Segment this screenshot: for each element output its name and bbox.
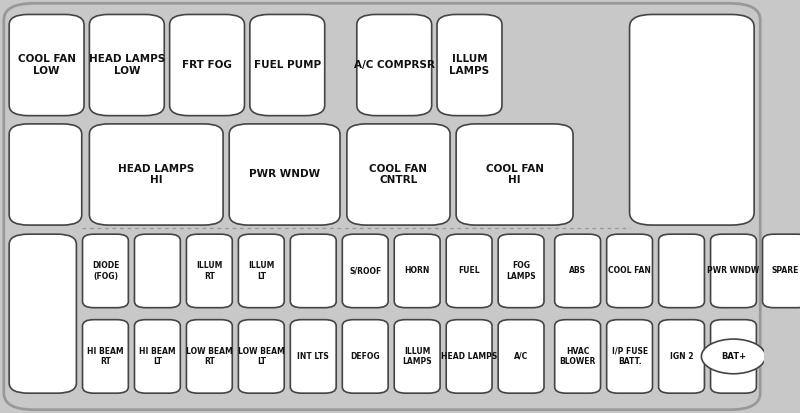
- FancyBboxPatch shape: [170, 14, 245, 116]
- FancyBboxPatch shape: [394, 234, 440, 308]
- FancyBboxPatch shape: [394, 320, 440, 393]
- Text: COOL FAN: COOL FAN: [608, 266, 651, 275]
- Text: ILLUM
LAMPS: ILLUM LAMPS: [450, 54, 490, 76]
- FancyBboxPatch shape: [82, 320, 128, 393]
- Text: IGN 1: IGN 1: [722, 352, 746, 361]
- FancyBboxPatch shape: [186, 320, 232, 393]
- Text: A/C COMPRSR: A/C COMPRSR: [354, 60, 434, 70]
- FancyBboxPatch shape: [710, 234, 756, 308]
- Text: COOL FAN
HI: COOL FAN HI: [486, 164, 543, 185]
- Text: HEAD LAMPS
HI: HEAD LAMPS HI: [118, 164, 194, 185]
- FancyBboxPatch shape: [710, 320, 756, 393]
- FancyBboxPatch shape: [554, 320, 601, 393]
- Text: HEAD LAMPS: HEAD LAMPS: [441, 352, 498, 361]
- FancyBboxPatch shape: [347, 124, 450, 225]
- FancyBboxPatch shape: [290, 320, 336, 393]
- FancyBboxPatch shape: [446, 234, 492, 308]
- FancyBboxPatch shape: [357, 14, 432, 116]
- FancyBboxPatch shape: [134, 234, 180, 308]
- Text: DIODE
(FOG): DIODE (FOG): [92, 261, 119, 280]
- Text: FUEL: FUEL: [458, 266, 480, 275]
- Text: SPARE: SPARE: [772, 266, 799, 275]
- FancyBboxPatch shape: [134, 320, 180, 393]
- FancyBboxPatch shape: [90, 124, 223, 225]
- FancyBboxPatch shape: [658, 320, 705, 393]
- FancyBboxPatch shape: [186, 234, 232, 308]
- Text: IGN 2: IGN 2: [670, 352, 694, 361]
- Circle shape: [702, 339, 766, 374]
- FancyBboxPatch shape: [498, 234, 544, 308]
- Text: ILLUM
LT: ILLUM LT: [248, 261, 274, 280]
- FancyBboxPatch shape: [250, 14, 325, 116]
- FancyBboxPatch shape: [762, 234, 800, 308]
- Text: FRT FOG: FRT FOG: [182, 60, 232, 70]
- FancyBboxPatch shape: [9, 234, 77, 393]
- FancyBboxPatch shape: [446, 320, 492, 393]
- Text: S/ROOF: S/ROOF: [349, 266, 382, 275]
- FancyBboxPatch shape: [658, 234, 705, 308]
- Text: HI BEAM
LT: HI BEAM LT: [139, 347, 176, 366]
- Text: COOL FAN
LOW: COOL FAN LOW: [18, 54, 76, 76]
- FancyBboxPatch shape: [437, 14, 502, 116]
- FancyBboxPatch shape: [238, 234, 284, 308]
- FancyBboxPatch shape: [498, 320, 544, 393]
- Text: ILLUM
RT: ILLUM RT: [196, 261, 222, 280]
- FancyBboxPatch shape: [606, 320, 653, 393]
- Text: BAT+: BAT+: [721, 352, 746, 361]
- Text: A/C: A/C: [514, 352, 528, 361]
- Text: PWR WNDW: PWR WNDW: [707, 266, 760, 275]
- Text: I/P FUSE
BATT.: I/P FUSE BATT.: [611, 347, 648, 366]
- FancyBboxPatch shape: [82, 234, 128, 308]
- FancyBboxPatch shape: [606, 234, 653, 308]
- FancyBboxPatch shape: [9, 14, 84, 116]
- Text: LOW BEAM
LT: LOW BEAM LT: [238, 347, 285, 366]
- Text: PWR WNDW: PWR WNDW: [249, 169, 320, 180]
- FancyBboxPatch shape: [9, 124, 82, 225]
- FancyBboxPatch shape: [90, 14, 164, 116]
- Text: COOL FAN
CNTRL: COOL FAN CNTRL: [370, 164, 427, 185]
- FancyBboxPatch shape: [4, 3, 760, 410]
- FancyBboxPatch shape: [230, 124, 340, 225]
- FancyBboxPatch shape: [456, 124, 573, 225]
- FancyBboxPatch shape: [238, 320, 284, 393]
- Text: LOW BEAM
RT: LOW BEAM RT: [186, 347, 233, 366]
- FancyBboxPatch shape: [342, 234, 388, 308]
- Text: HI BEAM
RT: HI BEAM RT: [87, 347, 124, 366]
- Text: ILLUM
LAMPS: ILLUM LAMPS: [402, 347, 432, 366]
- Text: INT LTS: INT LTS: [298, 352, 329, 361]
- Text: FOG
LAMPS: FOG LAMPS: [506, 261, 536, 280]
- Text: ABS: ABS: [569, 266, 586, 275]
- FancyBboxPatch shape: [554, 234, 601, 308]
- Text: FUEL PUMP: FUEL PUMP: [254, 60, 321, 70]
- FancyBboxPatch shape: [630, 14, 754, 225]
- Text: DEFOG: DEFOG: [350, 352, 380, 361]
- FancyBboxPatch shape: [342, 320, 388, 393]
- Text: HEAD LAMPS
LOW: HEAD LAMPS LOW: [89, 54, 165, 76]
- FancyBboxPatch shape: [290, 234, 336, 308]
- Text: HVAC
BLOWER: HVAC BLOWER: [559, 347, 596, 366]
- Text: HORN: HORN: [405, 266, 430, 275]
